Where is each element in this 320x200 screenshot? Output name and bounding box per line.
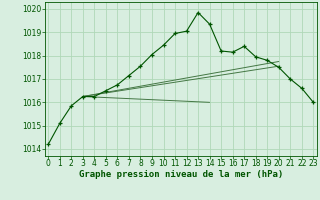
X-axis label: Graphe pression niveau de la mer (hPa): Graphe pression niveau de la mer (hPa) xyxy=(79,170,283,179)
